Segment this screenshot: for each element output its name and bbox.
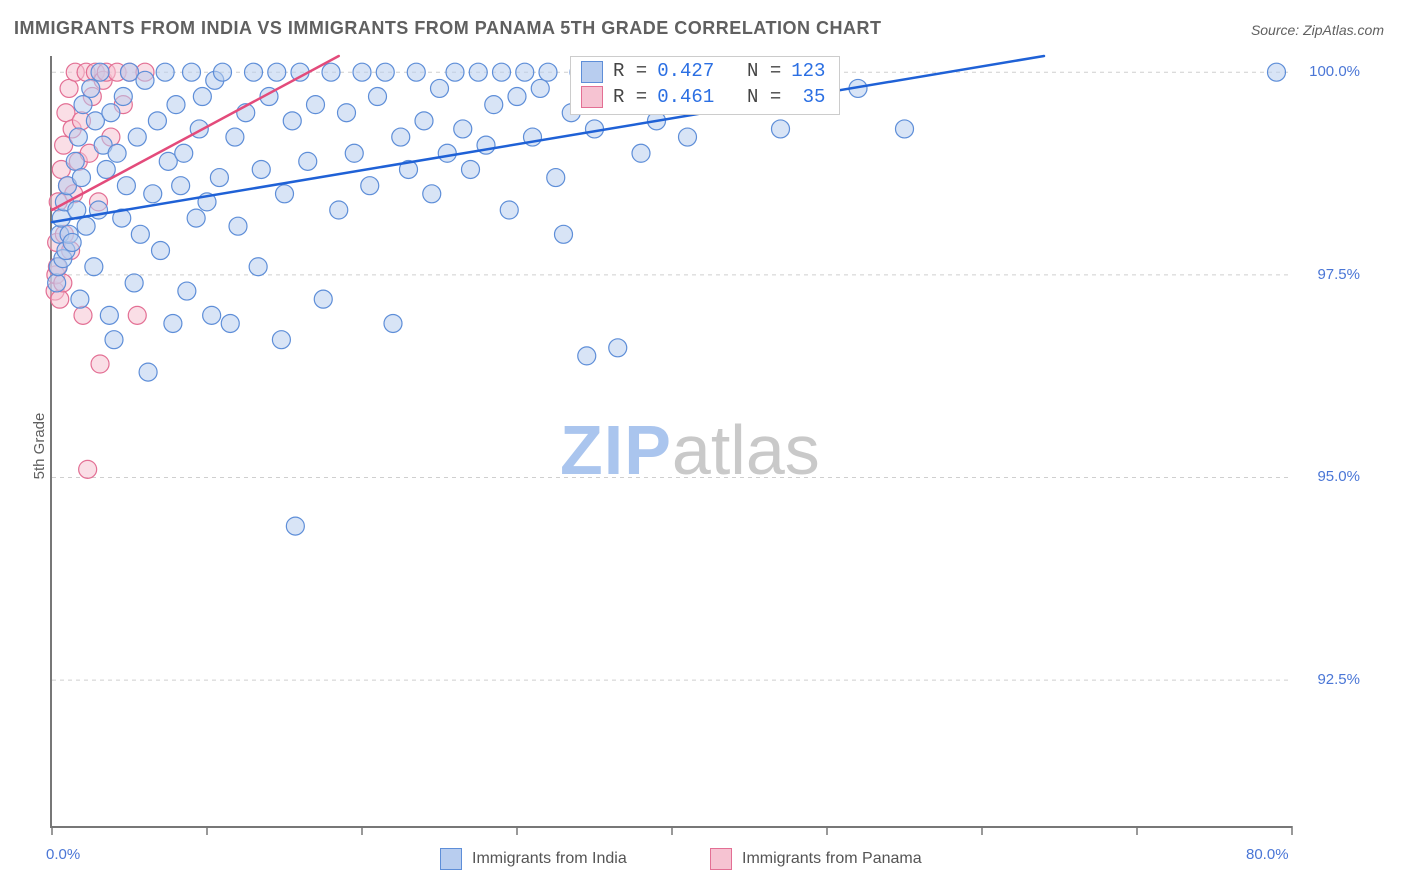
legend-label-panama: Immigrants from Panama	[742, 850, 922, 868]
stats-row-india: R = 0.427 N = 123	[581, 59, 825, 85]
source-label: Source: ZipAtlas.com	[1251, 22, 1384, 38]
chart-root: IMMIGRANTS FROM INDIA VS IMMIGRANTS FROM…	[0, 0, 1406, 892]
x-tick-label-max: 80.0%	[1246, 846, 1289, 863]
stats-n-label: N =	[724, 59, 781, 85]
y-tick-label: 92.5%	[1308, 671, 1360, 688]
stats-r-label: R =	[613, 59, 647, 85]
stats-box: R = 0.427 N = 123 R = 0.461 N = 35	[570, 56, 840, 115]
chart-title: IMMIGRANTS FROM INDIA VS IMMIGRANTS FROM…	[14, 18, 881, 39]
stats-swatch-panama	[581, 86, 603, 108]
y-tick-label: 95.0%	[1308, 468, 1360, 485]
stats-n-panama: 35	[791, 85, 825, 111]
stats-r-panama: 0.461	[657, 85, 714, 111]
legend-swatch-india	[440, 848, 462, 870]
y-tick-label: 100.0%	[1308, 63, 1360, 80]
scatter-plot	[50, 56, 1292, 828]
legend-label-india: Immigrants from India	[472, 850, 627, 868]
stats-n-india: 123	[791, 59, 825, 85]
y-axis-label: 5th Grade	[31, 413, 48, 480]
x-tick-label-min: 0.0%	[46, 846, 80, 863]
stats-r-india: 0.427	[657, 59, 714, 85]
stats-r-label: R =	[613, 85, 647, 111]
stats-row-panama: R = 0.461 N = 35	[581, 85, 825, 111]
legend-panama: Immigrants from Panama	[710, 848, 922, 870]
legend-swatch-panama	[710, 848, 732, 870]
stats-swatch-india	[581, 61, 603, 83]
y-tick-label: 97.5%	[1308, 266, 1360, 283]
stats-n-label: N =	[724, 85, 781, 111]
legend-india: Immigrants from India	[440, 848, 627, 870]
